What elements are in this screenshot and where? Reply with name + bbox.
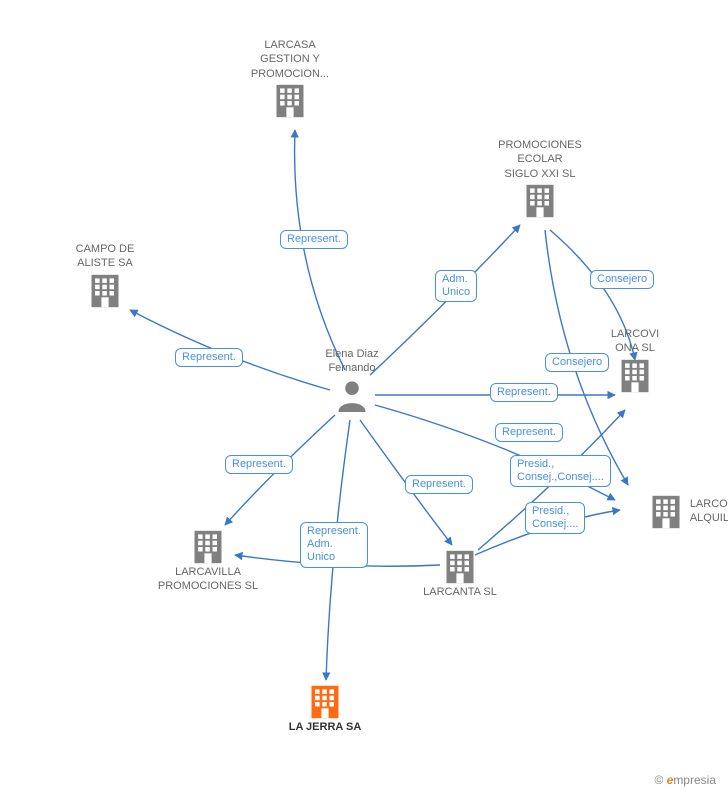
edge-center-larcasa <box>295 130 345 370</box>
edge-label-center-larcovi_ona: Represent. <box>490 383 558 402</box>
edge-label-center-larcovi_alquila: Represent. <box>495 423 563 442</box>
edge-promociones-larcovi_ona <box>550 230 635 360</box>
edge-label-larcanta-larcovi_alquila: Presid., Consej.,Consej.... <box>510 455 611 487</box>
footer-credit: © empresia <box>654 773 716 787</box>
edge-label-center-campo: Represent. <box>175 348 243 367</box>
edge-label-larcanta-larcovi_ona: Presid., Consej.... <box>525 502 585 534</box>
diagram-canvas <box>0 0 728 795</box>
edge-label-center-lajerra: Represent. Adm. Unico <box>300 522 368 568</box>
edge-label-center-larcavilla: Represent. <box>225 455 293 474</box>
edge-label-center-larcasa: Represent. <box>280 230 348 249</box>
edge-label-promociones-larcovi_alquila: Consejero <box>545 353 609 372</box>
edge-label-promociones-larcovi_ona: Consejero <box>590 270 654 289</box>
brand-rest: mpresia <box>673 773 716 787</box>
edge-label-center-larcanta: Represent. <box>405 475 473 494</box>
copyright-symbol: © <box>654 773 663 787</box>
edge-label-center-promociones: Adm. Unico <box>435 270 477 302</box>
